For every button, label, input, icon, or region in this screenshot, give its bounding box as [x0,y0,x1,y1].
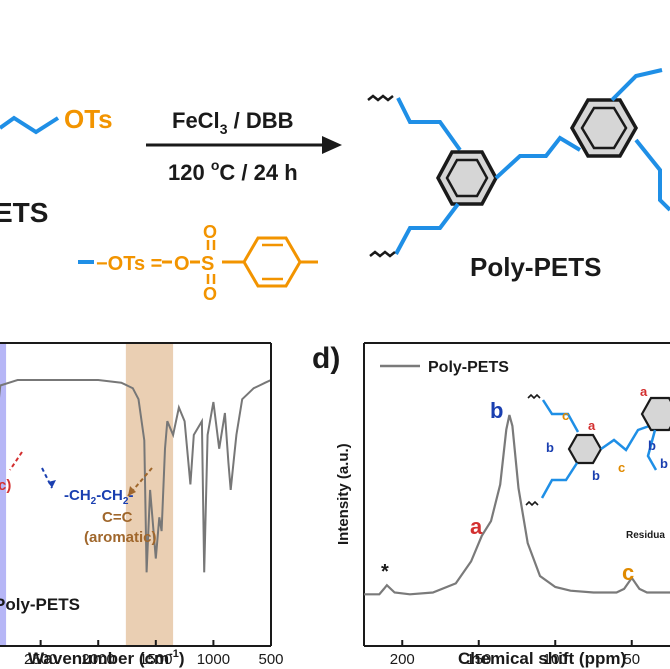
inset-wavy-bottom [525,500,539,507]
product-chain-lower-right [634,138,670,212]
inset-label-b2: b [592,468,600,483]
product-chain-upper-right [610,68,663,102]
inset-ring-2 [640,396,670,432]
inset-chain-right [646,429,658,471]
product-ring-2-inner [580,106,628,150]
ftir-x-axis-label: Wavenumber (cm-1) [28,648,185,668]
ots-def-o-bottom: O [203,284,217,304]
product-chain-lower-left [394,202,460,255]
ftir-x-ticks: 30002500200015001000500 [24,640,284,668]
ftir-band-ch2 [0,343,7,646]
product-chain-linker [494,135,582,180]
nmr-inset-structure: c a b b c a b b Residua [525,384,670,541]
panel-d-nmr: d) 200 150 100 50 Chemical shift (ppm) Inte… [312,342,670,668]
ftir-arrowhead-ch2 [48,480,56,488]
nmr-x-tick-label: 50 [623,651,640,668]
inset-chain-top [541,399,580,433]
wavy-bond-top-left [367,94,394,102]
reaction-scheme: OTs ETS FeCl3 / DBB 120 oC / 24 h −OTs =… [0,68,670,304]
inset-label-a2: a [640,384,648,399]
nmr-x-tick-label: 100 [543,651,568,668]
product-chain-upper-left [396,97,462,152]
panel-d-label: d) [312,342,340,375]
nmr-x-ticks: 200 150 100 50 [390,640,640,668]
inset-label-b1: b [546,440,554,455]
nmr-spectrum-line [364,414,670,596]
ftir-x-tick-label: 2000 [82,651,115,668]
reaction-condition-reagents: FeCl3 / DBB [172,108,293,137]
nmr-peak-label-c: c [622,560,634,585]
nmr-x-tick-label: 150 [466,651,491,668]
nmr-x-tick-label: 200 [390,651,415,668]
nmr-peak-label-a: a [470,514,483,539]
inset-label-b3: b [648,438,656,453]
inset-chain-bottom [540,462,579,499]
ots-def-o: O [174,253,190,275]
panel-c-ftir: 30002500200015001000500 Wavenumber (cm-1… [0,342,284,668]
reactant-alkyl-chain [0,115,60,135]
reaction-condition-temp-time: 120 oC / 24 h [168,157,298,185]
product-name-label: Poly-PETS [470,252,601,282]
ftir-x-tick-label: 2500 [24,651,57,668]
ftir-annotation-aromatic: (aromatic) [84,529,157,546]
ftir-annotation-ch2: -CH2-CH2- [64,487,133,507]
product-ring-1-inner [445,158,489,198]
ftir-legend-label: Poly-PETS [0,595,80,614]
inset-chain-linker [600,423,653,452]
ftir-x-tick-label: 1000 [197,651,230,668]
product-structure: Poly-PETS [367,68,670,282]
ots-def-o-top: O [203,222,217,242]
reaction-arrow-head [322,136,342,154]
inset-wavy-top [527,393,541,400]
ftir-arrow-ch2 [41,467,53,489]
nmr-peak-label-star: * [381,561,389,583]
inset-label-a1: a [588,418,596,433]
inset-residual-text: Residua [626,530,665,541]
nmr-legend-label: Poly-PETS [428,359,509,376]
reactant-ots-label: OTs [64,104,113,134]
nmr-peak-label-b: b [490,398,503,423]
ftir-annotation-cc: C=C [102,509,133,526]
ftir-annotation-aromatic-ch: c) [0,477,11,494]
product-benzene-ring-2 [569,98,639,158]
inset-label-c1: c [562,408,569,423]
inset-label-b4: b [660,456,668,471]
ots-definition: −OTs = O S O O [78,222,318,304]
wavy-bond-bottom-left [369,250,396,258]
nmr-y-axis-label: Intensity (a.u.) [335,443,352,545]
ftir-arrowhead-cc [128,486,136,496]
inset-label-c2: c [618,460,625,475]
ftir-x-tick-label: 1500 [139,651,172,668]
ftir-highlight-bands [0,343,174,646]
inset-ring-1 [567,433,603,465]
ftir-arrow-aromatic-ch [9,451,23,471]
nmr-x-axis-label: Chemical shift (ppm) [458,649,626,668]
reactant-name-label: ETS [0,197,48,228]
ots-def-lhs: −OTs = [96,253,162,275]
ftir-spectrum-line [0,379,272,573]
ftir-x-tick-label: 500 [258,651,283,668]
ots-def-s: S [201,253,214,275]
